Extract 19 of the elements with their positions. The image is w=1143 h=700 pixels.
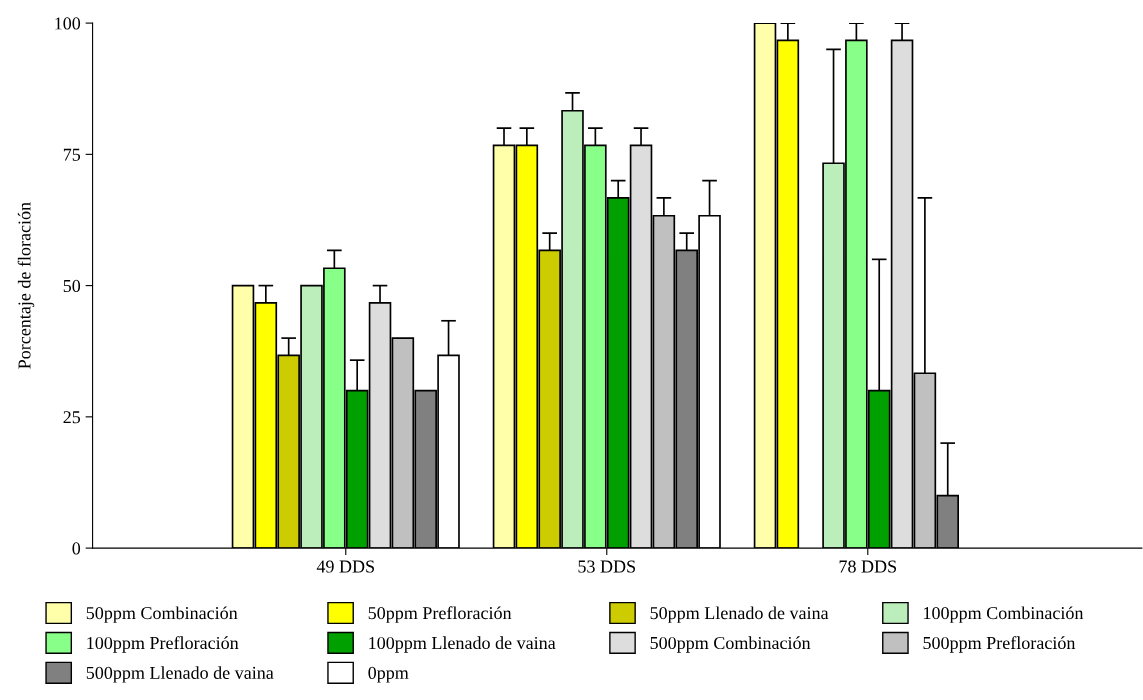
y-tick-label: 75	[63, 148, 81, 161]
y-tick-label: 0	[72, 542, 81, 555]
legend-label: 100ppm Combinación	[924, 606, 1084, 623]
y-tick-label: 25	[63, 411, 81, 424]
legend-label: 50ppm Llenado de vaina	[650, 606, 829, 623]
y-tick-label: 50	[63, 279, 81, 293]
legend-label: 500ppm Combinación	[650, 636, 811, 653]
legend-label: 500ppm Prefloración	[923, 636, 1076, 653]
legend-label: 100ppm Prefloración	[87, 636, 239, 653]
legend-label: 0ppm	[368, 666, 409, 683]
y-axis-title: Porcentaje de floración	[17, 202, 35, 369]
x-tick-label: 53 DDS	[578, 560, 636, 573]
legend-label: 500ppm Llenado de vaina	[86, 666, 274, 683]
x-tick-label: 49 DDS	[316, 560, 374, 573]
legend-label: 50ppm Prefloración	[368, 606, 512, 623]
legend-label: 50ppm Combinación	[86, 606, 238, 623]
y-tick-label: 100	[55, 17, 81, 30]
x-tick-label: 78 DDS	[839, 560, 897, 573]
legend-label: 100ppm Llenado de vaina	[369, 636, 556, 653]
